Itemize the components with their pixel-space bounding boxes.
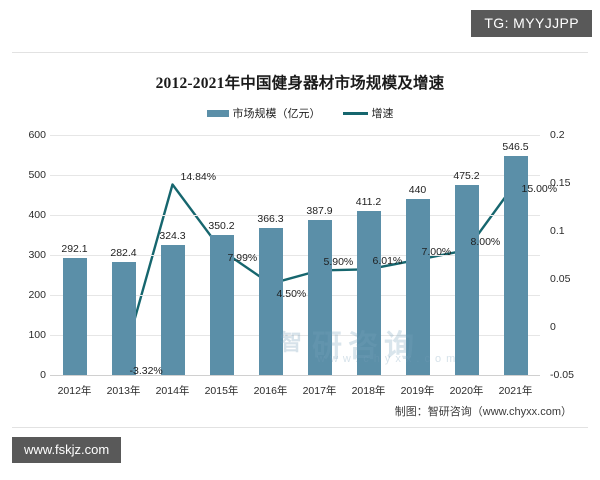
bar-value-label: 475.2 bbox=[453, 169, 480, 182]
gridline bbox=[50, 175, 540, 176]
y-axis-left-tick: 0 bbox=[40, 369, 46, 381]
growth-rate-label: 5.90% bbox=[323, 256, 354, 269]
bar-value-label: 387.9 bbox=[306, 204, 333, 217]
gridline bbox=[50, 295, 540, 296]
legend-swatch-line-icon bbox=[342, 111, 368, 115]
site-watermark-badge: www.fskjz.com bbox=[12, 437, 122, 463]
x-axis-tick-label: 2012年 bbox=[57, 385, 92, 397]
x-axis-labels: 2012年 2013年 2014年 2015年 2016年 2017年 2018年 2019年… bbox=[50, 383, 540, 398]
y-axis-left: 600 500 400 300 200 100 0 bbox=[12, 129, 46, 381]
y-axis-right: 0.2 0.15 0.1 0.05 0 -0.05 bbox=[546, 129, 588, 381]
y-axis-right-tick: 0.05 bbox=[550, 273, 571, 285]
bar-value-label: 366.3 bbox=[257, 213, 284, 226]
x-axis-tick-label: 2016年 bbox=[253, 385, 288, 397]
y-axis-left-tick: 200 bbox=[28, 289, 46, 301]
y-axis-right-tick: 0.1 bbox=[550, 225, 565, 237]
y-axis-left-tick: 100 bbox=[28, 329, 46, 341]
y-axis-left-tick: 400 bbox=[28, 209, 46, 221]
y-axis-right-tick: -0.05 bbox=[550, 369, 574, 381]
y-axis-right-tick: 0 bbox=[550, 321, 556, 333]
bar[interactable] bbox=[503, 156, 528, 375]
x-axis-tick-label: 2019年 bbox=[400, 385, 435, 397]
bar[interactable] bbox=[307, 219, 332, 375]
bar-value-label: 324.3 bbox=[159, 230, 186, 243]
growth-rate-label: 7.99% bbox=[227, 252, 258, 265]
x-axis-tick-label: 2017年 bbox=[302, 385, 337, 397]
bar-value-label: 546.5 bbox=[502, 141, 529, 154]
gridline bbox=[50, 255, 540, 256]
chart-legend: 市场规模（亿元） 增速 bbox=[12, 105, 588, 121]
bar-value-label: 282.4 bbox=[110, 247, 137, 260]
bar[interactable] bbox=[160, 245, 185, 375]
bar-value-label: 292.1 bbox=[61, 243, 88, 256]
x-axis-tick-label: 2013年 bbox=[106, 385, 141, 397]
growth-rate-label: -3.32% bbox=[129, 364, 163, 377]
bar-value-label: 440 bbox=[408, 184, 427, 196]
chart-panel: 2012-2021年中国健身器材市场规模及增速 市场规模（亿元） 增速 600 5… bbox=[12, 52, 588, 428]
legend-item-bar[interactable]: 市场规模（亿元） bbox=[206, 105, 321, 121]
legend-item-line[interactable]: 增速 bbox=[342, 105, 394, 121]
gridline bbox=[50, 335, 540, 336]
gridline bbox=[50, 135, 540, 136]
gridline bbox=[50, 375, 540, 376]
bar[interactable] bbox=[209, 234, 234, 375]
growth-rate-label: 4.50% bbox=[276, 287, 307, 300]
y-axis-right-tick: 0.15 bbox=[550, 177, 571, 189]
gridline bbox=[50, 215, 540, 216]
y-axis-left-tick: 500 bbox=[28, 169, 46, 181]
y-axis-right-tick: 0.2 bbox=[550, 129, 565, 141]
x-axis-tick-label: 2015年 bbox=[204, 385, 239, 397]
source-note: 制图：智研咨询（www.chyxx.com） bbox=[394, 406, 572, 418]
telegram-watermark-badge: TG: MYYJJPP bbox=[471, 10, 592, 37]
growth-rate-label: 6.01% bbox=[372, 255, 403, 268]
bar-value-label: 411.2 bbox=[355, 195, 382, 208]
x-axis-tick-label: 2018年 bbox=[351, 385, 386, 397]
y-axis-left-tick: 300 bbox=[28, 249, 46, 261]
legend-swatch-bar-icon bbox=[206, 109, 229, 117]
bar[interactable] bbox=[258, 228, 283, 375]
bar[interactable] bbox=[356, 210, 381, 375]
x-axis-tick-label: 2020年 bbox=[449, 385, 484, 397]
x-axis-tick-label: 2021年 bbox=[498, 385, 533, 397]
bar[interactable] bbox=[454, 184, 479, 375]
bar[interactable] bbox=[111, 262, 136, 375]
x-axis-tick-label: 2014年 bbox=[155, 385, 190, 397]
bar[interactable] bbox=[62, 258, 87, 375]
growth-rate-label: 7.00% bbox=[421, 245, 452, 258]
bar-value-label: 350.2 bbox=[208, 219, 235, 232]
growth-rate-label: 15.00% bbox=[521, 183, 558, 195]
growth-rate-label: 14.84% bbox=[180, 170, 217, 183]
legend-label-line: 增速 bbox=[371, 108, 394, 120]
chart-title: 2012-2021年中国健身器材市场规模及增速 bbox=[155, 75, 445, 92]
growth-rate-label: 8.00% bbox=[470, 236, 501, 249]
plot-area: 292.1 282.4 324.3 350.2 366.3 387.9 411.2 440 47… bbox=[50, 135, 557, 377]
legend-label-bar: 市场规模（亿元） bbox=[232, 108, 321, 120]
bar[interactable] bbox=[405, 199, 430, 375]
y-axis-left-tick: 600 bbox=[28, 129, 46, 141]
